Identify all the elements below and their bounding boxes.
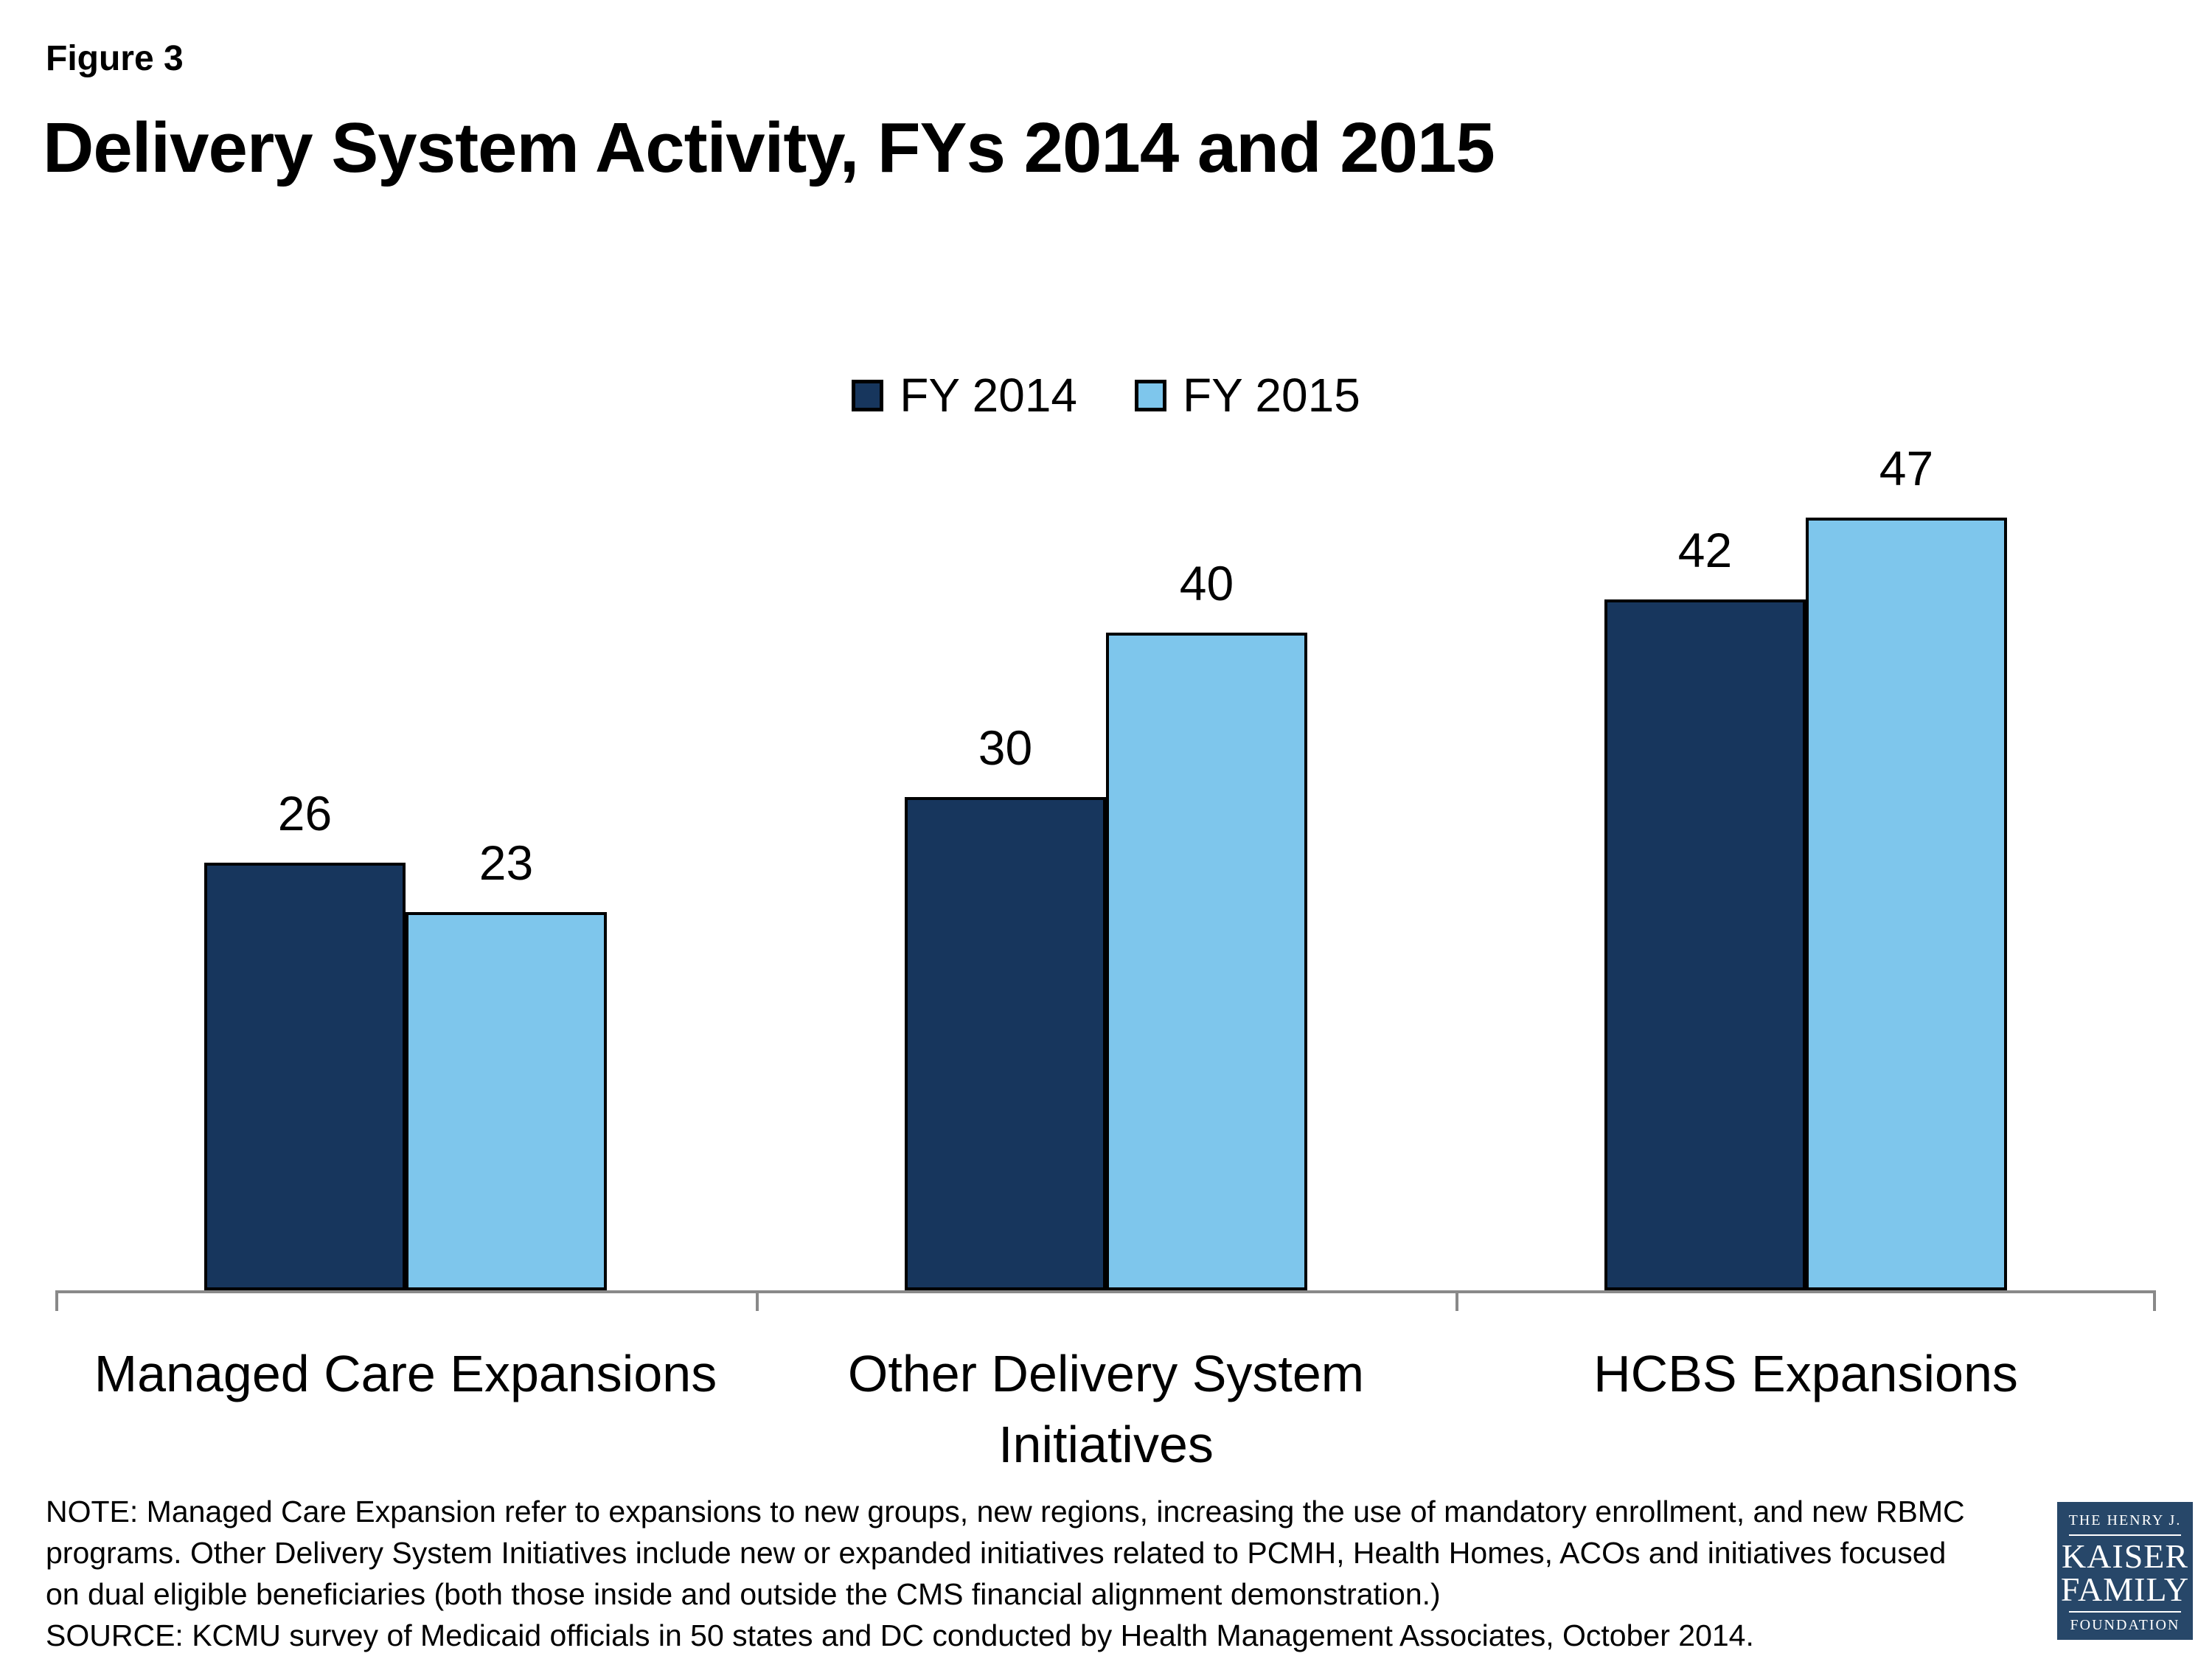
bar-fy-2015-hcbs-expansions <box>1806 518 2007 1290</box>
x-axis-line <box>55 1290 2156 1293</box>
chart-legend: FY 2014 FY 2015 <box>0 372 2212 419</box>
x-axis-tick <box>55 1293 58 1311</box>
x-axis-tick <box>2153 1293 2156 1311</box>
value-label-fy-2015-managed-care-expansions: 23 <box>479 835 534 890</box>
legend-label-fy2015: FY 2015 <box>1183 369 1360 422</box>
x-axis-tick <box>1455 1293 1459 1311</box>
bar-fy-2014-managed-care-expansions <box>204 863 406 1290</box>
note-line: programs. Other Delivery System Initiati… <box>46 1536 1947 1570</box>
bar-fy-2015-managed-care-expansions <box>406 912 607 1290</box>
category-label-other-delivery-system-initiatives: Other Delivery System Initiatives <box>847 1345 1365 1473</box>
logo-line-family: FAMILY <box>2060 1571 2190 1608</box>
figure-number: Figure 3 <box>46 39 184 78</box>
legend-item-fy2014: FY 2014 <box>852 372 1077 419</box>
value-label-fy-2014-other-delivery-system-initiatives: 30 <box>978 720 1033 775</box>
logo-rule-top <box>2069 1534 2181 1536</box>
x-axis-tick <box>755 1293 759 1311</box>
category-label-hcbs-expansions: HCBS Expansions <box>1593 1345 2018 1402</box>
source-line: SOURCE: KCMU survey of Medicaid official… <box>46 1618 1754 1652</box>
value-label-fy-2014-hcbs-expansions: 42 <box>1677 523 1733 577</box>
legend-item-fy2015: FY 2015 <box>1135 372 1360 419</box>
value-label-fy-2015-other-delivery-system-initiatives: 40 <box>1179 556 1234 611</box>
value-label-fy-2014-managed-care-expansions: 26 <box>277 786 333 841</box>
footnote-block: NOTE: Managed Care Expansion refer to ex… <box>46 1491 1965 1656</box>
logo-rule-bottom <box>2069 1611 2181 1613</box>
note-line: NOTE: Managed Care Expansion refer to ex… <box>46 1495 1965 1528</box>
logo-line-henry-j: THE HENRY J. <box>2068 1512 2182 1528</box>
legend-label-fy2014: FY 2014 <box>900 369 1077 422</box>
bar-fy-2015-other-delivery-system-initiatives <box>1106 633 1307 1290</box>
value-label-fy-2015-hcbs-expansions: 47 <box>1879 441 1934 495</box>
kff-logo: THE HENRY J. KAISER FAMILY FOUNDATION <box>2057 1502 2193 1640</box>
logo-line-foundation: FOUNDATION <box>2070 1617 2180 1633</box>
category-label-managed-care-expansions: Managed Care Expansions <box>94 1345 717 1402</box>
legend-swatch-fy2015-icon <box>1135 379 1166 411</box>
bar-fy-2014-other-delivery-system-initiatives <box>905 797 1106 1290</box>
legend-swatch-fy2014-icon <box>852 379 884 411</box>
bar-fy-2014-hcbs-expansions <box>1604 599 1806 1290</box>
note-line: on dual eligible beneficiaries (both tho… <box>46 1577 1441 1611</box>
logo-line-kaiser: KAISER <box>2061 1537 2189 1575</box>
page-title: Delivery System Activity, FYs 2014 and 2… <box>43 108 1495 187</box>
